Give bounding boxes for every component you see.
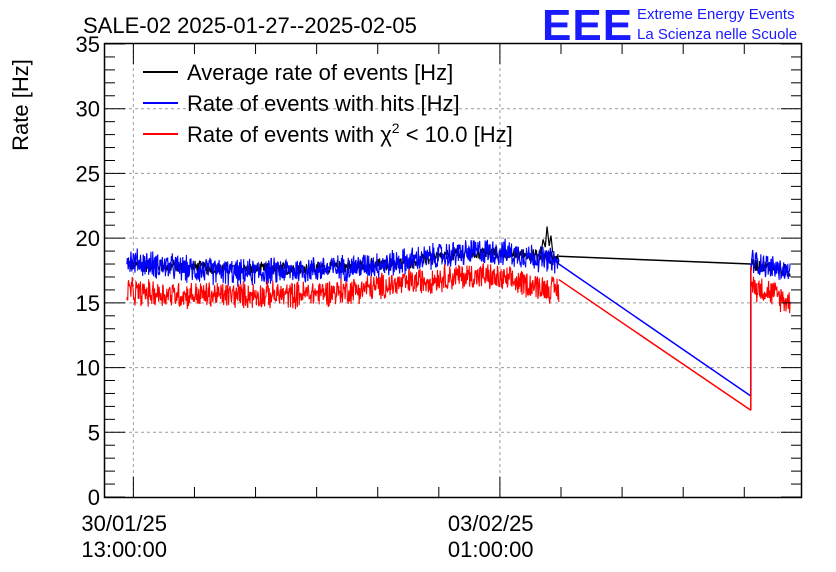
eee-logo-line2: La Scienza nelle Scuole bbox=[637, 26, 797, 43]
y-tick-label: 5 bbox=[88, 420, 100, 445]
x-tick-label-date: 30/01/25 bbox=[81, 511, 167, 536]
legend-label-average: Average rate of events [Hz] bbox=[187, 60, 453, 85]
series-hits-rate-gap-line bbox=[558, 263, 752, 397]
y-tick-label: 35 bbox=[76, 32, 100, 57]
plot-frame bbox=[103, 42, 803, 499]
series-hits-rate-segment bbox=[750, 249, 791, 281]
y-axis-label: Rate [Hz] bbox=[8, 59, 33, 151]
y-tick-label: 20 bbox=[76, 226, 100, 251]
legend-label-hits: Rate of events with hits [Hz] bbox=[187, 91, 460, 116]
series-average-rate-spike bbox=[540, 226, 554, 254]
series-chi2-rate-segment bbox=[126, 261, 560, 310]
x-tick-label-time: 01:00:00 bbox=[448, 537, 534, 562]
eee-logo-line1: Extreme Energy Events bbox=[637, 6, 795, 23]
eee-logo-letters: EEE bbox=[542, 1, 633, 50]
y-tick-label: 15 bbox=[76, 291, 100, 316]
series-chi2-rate bbox=[126, 261, 791, 411]
x-tick-label-time: 13:00:00 bbox=[81, 537, 167, 562]
eee-logo: EEE Extreme Energy Events La Scienza nel… bbox=[542, 1, 797, 50]
x-tick-label-date: 03/02/25 bbox=[448, 511, 534, 536]
series-chi2-rate-segment bbox=[750, 276, 791, 314]
y-tick-label: 25 bbox=[76, 161, 100, 186]
y-tick-label: 10 bbox=[76, 356, 100, 381]
y-tick-label: 30 bbox=[76, 97, 100, 122]
grid bbox=[105, 44, 801, 497]
legend: Average rate of events [Hz] Rate of even… bbox=[143, 60, 513, 147]
chart-title: SALE-02 2025-01-27--2025-02-05 bbox=[83, 13, 417, 38]
y-tick-label: 0 bbox=[88, 485, 100, 510]
legend-label-chi2: Rate of events with χ2 < 10.0 [Hz] bbox=[187, 120, 513, 147]
series-hits-rate-segment bbox=[126, 238, 560, 287]
series-lines bbox=[126, 226, 791, 411]
series-chi2-rate-gap-line bbox=[558, 278, 752, 411]
series-average-rate-gap-line bbox=[558, 255, 751, 265]
